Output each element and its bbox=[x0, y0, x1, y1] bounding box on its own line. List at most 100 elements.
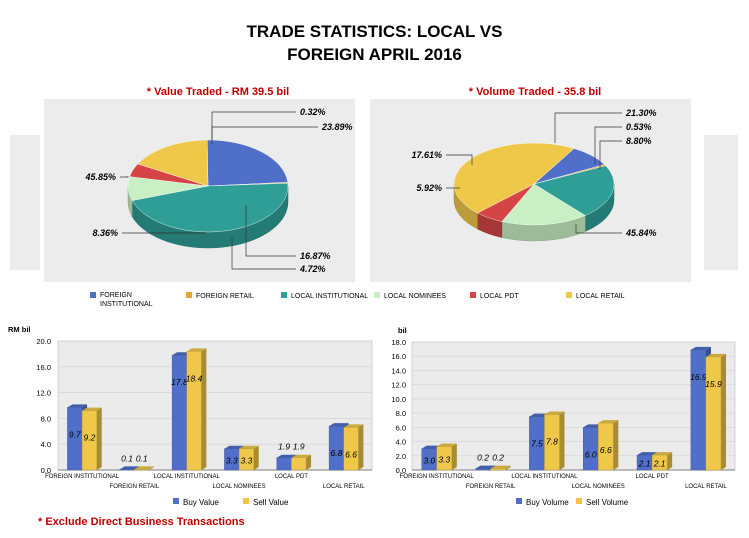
bar-sell bbox=[436, 446, 453, 471]
x-category-label: FOREIGN INSTITUTIONAL bbox=[45, 474, 120, 480]
y-tick-label: 4.0 bbox=[41, 440, 51, 449]
pie-leader-line bbox=[120, 176, 129, 178]
y-tick-label: 12.0 bbox=[36, 389, 51, 398]
bar-sell bbox=[81, 410, 97, 471]
page-title-line2: FOREIGN APRIL 2016 bbox=[287, 45, 462, 64]
pie-leader-line bbox=[575, 224, 622, 234]
y-tick-label: 18.0 bbox=[391, 338, 406, 347]
bar-value-label: 6.6 bbox=[600, 445, 612, 455]
footnote: * Exclude Direct Business Transactions bbox=[38, 516, 245, 528]
bar-value-label: 0.2 bbox=[492, 453, 504, 463]
pie-value-label: 17.61% bbox=[411, 150, 442, 160]
bar-top bbox=[544, 411, 565, 415]
pie-value-label: 45.84% bbox=[625, 228, 657, 238]
bar-chart-volume: 0.0 2.0 4.0 6.0 8.0 10.0 12.0 14.0 16.0 18.0 bil 3.… bbox=[391, 326, 736, 507]
x-category-label: LOCAL INSTITUTIONAL bbox=[511, 474, 578, 480]
x-category-label: LOCAL NOMINEES bbox=[213, 484, 266, 490]
x-category-label: LOCAL RETAIL bbox=[685, 484, 727, 490]
bar-top bbox=[652, 452, 673, 456]
bar-side bbox=[559, 411, 565, 470]
y-tick-label: 6.0 bbox=[396, 423, 406, 432]
bar-sell bbox=[705, 356, 722, 471]
bar-side bbox=[721, 353, 727, 470]
bar-value-label: 2.1 bbox=[638, 459, 651, 469]
bar-side bbox=[149, 466, 155, 470]
side-panel bbox=[10, 135, 40, 270]
legend-label: LOCAL RETAIL bbox=[576, 293, 625, 300]
pie-slice bbox=[501, 183, 586, 226]
pie-value-label: 8.36% bbox=[92, 228, 118, 238]
bar-value-label: 3.3 bbox=[240, 455, 252, 465]
bar-sell bbox=[134, 469, 150, 471]
bar-top bbox=[276, 454, 297, 458]
bar-top bbox=[490, 465, 511, 469]
bar-side bbox=[306, 454, 312, 470]
bar-chart-value: 0.0 4.0 8.0 12.0 16.0 20.0 RM bil 9.7 9.2 FOREIGN… bbox=[8, 325, 373, 507]
y-tick-label: 2.0 bbox=[396, 452, 406, 461]
bar-value-label: 3.0 bbox=[423, 455, 435, 465]
pie-slice bbox=[533, 165, 615, 216]
bar-top bbox=[598, 420, 619, 424]
bar-side bbox=[201, 348, 207, 470]
y-axis-label: bil bbox=[398, 326, 407, 335]
y-tick-label: 0.0 bbox=[41, 466, 51, 475]
legend-label: FOREIGN bbox=[100, 292, 132, 299]
legend-label: Sell Volume bbox=[586, 498, 629, 507]
x-category-label: LOCAL RETAIL bbox=[323, 484, 365, 490]
y-tick-label: 16.0 bbox=[391, 352, 406, 361]
bar-top bbox=[291, 454, 312, 458]
bar-top bbox=[119, 466, 140, 470]
bar-value-label: 6.8 bbox=[330, 448, 342, 458]
pie-legend: FOREIGN INSTITUTIONAL FOREIGN RETAIL LOCAL … bbox=[90, 292, 625, 308]
pie-leader-line bbox=[594, 126, 622, 164]
bar-sell bbox=[238, 448, 254, 471]
bar-top bbox=[343, 424, 364, 428]
y-tick-label: 0.0 bbox=[396, 466, 406, 475]
bar-buy bbox=[119, 469, 135, 471]
bar-value-label: 0.1 bbox=[136, 453, 148, 463]
bar-top bbox=[67, 404, 88, 408]
pie-title: * Volume Traded - 35.8 bil bbox=[469, 86, 601, 98]
pie-leader-line bbox=[446, 154, 473, 165]
bar-value-label: 7.5 bbox=[531, 439, 543, 449]
bar-buy bbox=[475, 468, 491, 471]
bar-side bbox=[613, 420, 619, 470]
pie-slice bbox=[137, 139, 209, 187]
bar-side bbox=[451, 443, 457, 470]
pie-value-label: 45.85% bbox=[84, 172, 116, 182]
y-tick-label: 20.0 bbox=[36, 337, 51, 346]
side-panel bbox=[704, 135, 738, 270]
x-category-label: FOREIGN RETAIL bbox=[466, 484, 516, 490]
legend-swatch bbox=[186, 292, 192, 298]
legend-label: INSTITUTIONAL bbox=[100, 301, 153, 308]
pie-title: * Value Traded - RM 39.5 bil bbox=[147, 86, 289, 98]
bar-side bbox=[667, 452, 673, 470]
pie-leader-line bbox=[599, 140, 622, 170]
bar-top bbox=[134, 466, 155, 470]
pie-leader-line bbox=[231, 237, 296, 270]
bar-top bbox=[637, 452, 658, 456]
bar-value-label: 6.0 bbox=[585, 449, 597, 459]
bar-side bbox=[505, 465, 511, 470]
y-tick-label: 8.0 bbox=[41, 414, 51, 423]
bar-plot-area bbox=[411, 341, 736, 471]
bar-sell bbox=[490, 468, 506, 471]
x-category-label: LOCAL PDT bbox=[275, 474, 308, 480]
bar-side bbox=[96, 407, 102, 470]
bar-plot-area bbox=[57, 340, 373, 471]
legend-label: LOCAL PDT bbox=[480, 293, 519, 300]
bar-buy bbox=[276, 457, 292, 471]
y-tick-label: 8.0 bbox=[396, 409, 406, 418]
pie-chart-volume-traded: * Volume Traded - 35.8 bil 8.80% 0.53% 21.3… bbox=[370, 86, 691, 282]
bar-value-label: 2.1 bbox=[653, 459, 666, 469]
bar-sell bbox=[598, 422, 614, 471]
bar-value-label: 16.9 bbox=[690, 372, 707, 382]
y-axis-label: RM bil bbox=[8, 325, 31, 334]
legend-swatch bbox=[576, 498, 582, 504]
bar-value-label: 18.4 bbox=[186, 373, 203, 383]
bar-value-label: 7.8 bbox=[546, 437, 558, 447]
bar-value-label: 0.2 bbox=[477, 453, 489, 463]
bar-buy bbox=[171, 354, 187, 471]
